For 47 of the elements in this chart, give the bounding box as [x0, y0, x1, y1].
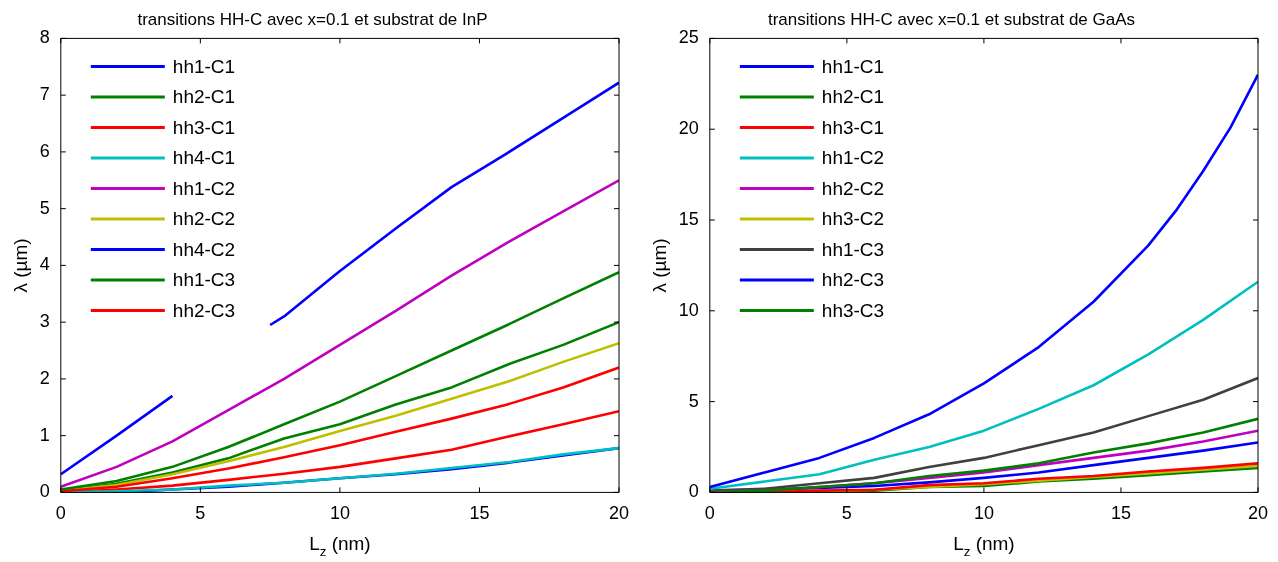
legend-label: hh3-C1 — [172, 116, 236, 138]
x-tick-label: 20 — [1247, 503, 1269, 524]
legend-label: hh2-C1 — [172, 86, 236, 108]
legend-label: hh3-C3 — [821, 299, 885, 321]
legend-label: hh1-C2 — [172, 177, 236, 199]
x-tick-label: 10 — [973, 503, 994, 524]
legend-label: hh1-C1 — [172, 55, 236, 77]
y-tick-label: 0 — [39, 481, 50, 502]
y-tick-label: 3 — [39, 311, 50, 332]
y-tick-label: 8 — [39, 27, 50, 48]
y-tick-label: 15 — [678, 208, 699, 229]
x-tick-label: 0 — [704, 503, 715, 524]
y-tick-label: 0 — [688, 481, 699, 502]
y-tick-label: 20 — [678, 118, 699, 139]
chart-title: transitions HH-C avec x=0.1 et substrat de GaAs — [767, 9, 1136, 29]
legend-label: hh4-C1 — [172, 147, 236, 169]
legend-label: hh2-C1 — [821, 86, 885, 108]
legend-label: hh1-C3 — [821, 238, 885, 260]
y-tick-label: 1 — [39, 424, 50, 445]
y-axis-title: λ (µm) — [9, 238, 31, 293]
y-tick-label: 7 — [39, 84, 50, 105]
chart-title: transitions HH-C avec x=0.1 et substrat de InP — [137, 9, 488, 29]
y-tick-label: 5 — [688, 390, 699, 411]
y-tick-label: 10 — [678, 299, 699, 320]
y-tick-label: 25 — [678, 27, 699, 48]
legend-label: hh2-C2 — [172, 208, 236, 230]
y-axis-title: λ (µm) — [648, 238, 670, 293]
legend-label: hh1-C1 — [821, 55, 885, 77]
legend-label: hh1-C2 — [821, 147, 885, 169]
y-tick-label: 4 — [39, 254, 50, 275]
legend-label: hh2-C2 — [821, 177, 885, 199]
legend-label: hh4-C2 — [172, 238, 236, 260]
y-tick-label: 2 — [39, 367, 50, 388]
legend-label: hh1-C3 — [172, 269, 236, 291]
x-tick-label: 0 — [55, 503, 66, 524]
y-tick-label: 5 — [39, 197, 50, 218]
legend-label: hh3-C1 — [821, 116, 885, 138]
x-tick-label: 15 — [1110, 503, 1131, 524]
legend-label: hh2-C3 — [821, 269, 885, 291]
x-tick-label: 15 — [469, 503, 490, 524]
x-tick-label: 20 — [608, 503, 630, 524]
x-tick-label: 5 — [841, 503, 852, 524]
x-tick-label: 5 — [195, 503, 206, 524]
legend-label: hh2-C3 — [172, 299, 236, 321]
y-tick-label: 6 — [39, 140, 50, 161]
legend-label: hh3-C2 — [821, 208, 885, 230]
x-tick-label: 10 — [329, 503, 350, 524]
